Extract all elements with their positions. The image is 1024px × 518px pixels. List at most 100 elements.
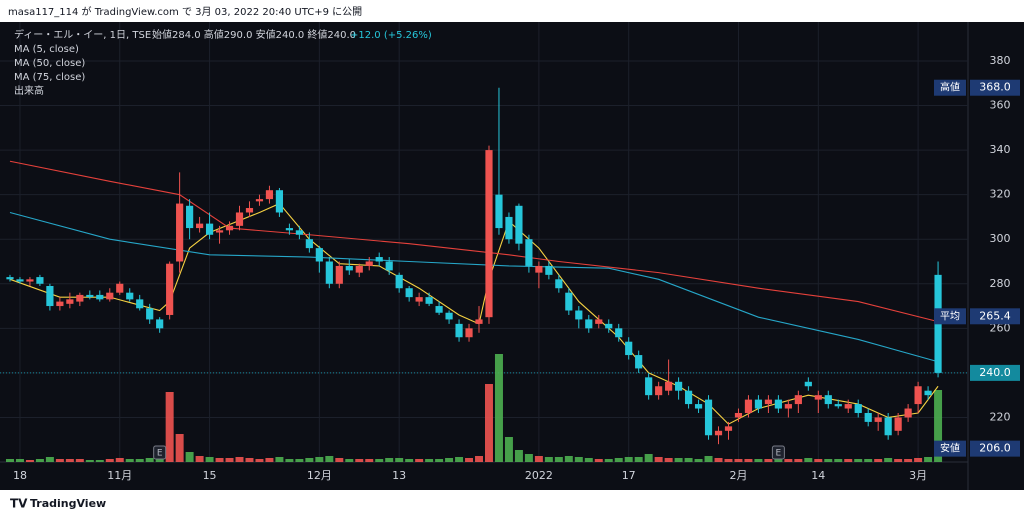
y-tick-label: 380 <box>990 54 1011 67</box>
candle-body <box>225 225 234 231</box>
candle-body <box>295 230 303 235</box>
candle-body <box>904 408 912 418</box>
candle-body <box>874 417 882 422</box>
volume-bar <box>125 459 134 462</box>
volume-bar <box>864 459 873 462</box>
candle-body <box>305 239 313 249</box>
volume-bar <box>65 459 74 462</box>
candle-body <box>106 292 114 300</box>
candle-body <box>186 205 194 229</box>
volume-bar <box>5 459 14 462</box>
candle-body <box>914 386 922 405</box>
ma-line <box>9 202 939 425</box>
earnings-marker <box>153 445 167 460</box>
earnings-marker <box>771 445 785 460</box>
price-tag <box>970 440 1020 457</box>
volume-bar <box>824 459 833 462</box>
candle-body <box>754 399 763 409</box>
y-tick-label: 340 <box>990 143 1011 156</box>
candle-body <box>455 323 463 338</box>
volume-bar <box>145 458 154 462</box>
volume-bar <box>924 457 933 462</box>
volume-bar <box>185 452 194 462</box>
volume-bar <box>165 392 174 462</box>
candle-body <box>255 199 264 202</box>
volume-bar <box>95 460 104 462</box>
candle-body <box>265 190 274 200</box>
candle-body <box>864 412 872 422</box>
price-tag-name: 平均 <box>940 310 960 322</box>
candle-body <box>176 203 184 262</box>
candle-body <box>814 395 822 400</box>
candle-body <box>595 319 603 324</box>
candle-body <box>525 239 533 266</box>
price-tag-name-bg <box>934 308 966 325</box>
volume-bar <box>894 459 903 462</box>
volume-bar <box>774 459 783 462</box>
volume-bar <box>684 458 693 462</box>
legend-symbol: ディー・エル・イー, 1日, TSE <box>14 28 151 41</box>
volume-bar <box>654 457 663 462</box>
volume-bar <box>874 459 883 462</box>
candle-body <box>704 399 713 436</box>
candle-body <box>884 417 892 436</box>
y-tick-label: 260 <box>990 321 1011 334</box>
volume-bar <box>385 458 394 462</box>
volume-bar <box>594 459 603 462</box>
volume-bar <box>425 459 434 462</box>
volume-bar <box>704 456 713 462</box>
candle-body <box>894 417 902 431</box>
volume-bar <box>784 459 793 462</box>
candle-body <box>655 386 663 396</box>
volume-bar <box>475 456 484 462</box>
volume-bar <box>275 457 284 462</box>
candle-body <box>285 228 293 231</box>
volume-bar <box>225 458 234 462</box>
volume-bar <box>445 458 454 462</box>
candle-body <box>585 319 593 329</box>
x-tick-label: 11月 <box>107 469 132 482</box>
x-tick-label: 17 <box>622 469 636 482</box>
x-tick-label: 14 <box>811 469 825 482</box>
candle-body <box>46 286 54 307</box>
volume-bar <box>734 459 743 462</box>
candle-body <box>565 292 573 311</box>
candle-body <box>635 355 643 369</box>
volume-bar <box>844 459 853 462</box>
volume-bar <box>614 458 623 462</box>
volume-bar <box>634 457 643 462</box>
volume-bar <box>85 460 94 462</box>
candle-body <box>345 265 353 271</box>
candle-body <box>625 341 633 356</box>
price-tag <box>970 79 1020 96</box>
volume-bar <box>514 450 523 462</box>
candle-body <box>126 292 134 300</box>
price-tag <box>970 308 1020 325</box>
legend-ma5: MA (5, close) <box>14 44 79 55</box>
earnings-label: E <box>157 449 163 459</box>
volume-bar <box>884 458 893 462</box>
legend-change: +12.0 (+5.26%) <box>350 30 432 41</box>
candle-body <box>515 205 523 244</box>
candle-body <box>465 328 473 338</box>
volume-bar <box>365 459 374 462</box>
volume-bar <box>804 458 813 462</box>
candle-body <box>355 265 363 273</box>
y-tick-label: 280 <box>990 277 1011 290</box>
volume-bar <box>534 456 543 462</box>
volume-bar <box>335 458 344 462</box>
volume-bar <box>564 456 573 462</box>
volume-bar <box>35 459 44 462</box>
candle-body <box>495 194 503 229</box>
candle-body <box>774 399 782 409</box>
candle-body <box>824 395 832 405</box>
y-tick-label: 220 <box>990 410 1011 423</box>
volume-bar <box>415 459 424 462</box>
volume-bar <box>934 390 943 462</box>
candle-body <box>605 323 613 329</box>
volume-bar <box>305 458 314 462</box>
candle-body <box>36 277 44 284</box>
candle-body <box>385 261 393 271</box>
candle-body <box>714 430 723 436</box>
